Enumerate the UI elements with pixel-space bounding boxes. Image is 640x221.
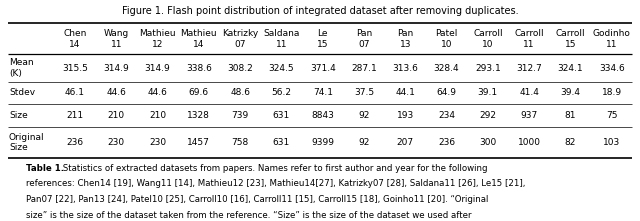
Text: 18.9: 18.9 [602,88,621,97]
Text: Katrizky
07: Katrizky 07 [222,29,259,49]
Text: 46.1: 46.1 [65,88,85,97]
Text: 82: 82 [564,138,576,147]
Text: Figure 1. Flash point distribution of integrated dataset after removing duplicat: Figure 1. Flash point distribution of in… [122,6,518,15]
Text: 300: 300 [479,138,497,147]
Text: 315.5: 315.5 [62,63,88,72]
Text: 44.6: 44.6 [148,88,168,97]
Text: 41.4: 41.4 [519,88,539,97]
Text: Pan
13: Pan 13 [397,29,413,49]
Text: 313.6: 313.6 [392,63,418,72]
Text: Patel
10: Patel 10 [435,29,458,49]
Text: 324.5: 324.5 [269,63,294,72]
Text: 631: 631 [273,138,290,147]
Text: 758: 758 [232,138,249,147]
Text: 210: 210 [108,111,125,120]
Text: 1457: 1457 [188,138,211,147]
Text: 1000: 1000 [518,138,541,147]
Text: 74.1: 74.1 [313,88,333,97]
Text: 937: 937 [520,111,538,120]
Text: 292: 292 [479,111,497,120]
Text: Saldana
11: Saldana 11 [263,29,300,49]
Text: 236: 236 [438,138,455,147]
Text: 92: 92 [358,111,370,120]
Text: 210: 210 [149,111,166,120]
Text: 287.1: 287.1 [351,63,377,72]
Text: Size: Size [9,111,28,120]
Text: 328.4: 328.4 [434,63,460,72]
Text: Carroll
15: Carroll 15 [556,29,585,49]
Text: 334.6: 334.6 [599,63,625,72]
Text: 48.6: 48.6 [230,88,250,97]
Text: 56.2: 56.2 [271,88,291,97]
Text: 103: 103 [603,138,620,147]
Text: 207: 207 [397,138,414,147]
Text: Godinho
11: Godinho 11 [593,29,630,49]
Text: 312.7: 312.7 [516,63,542,72]
Text: Carroll
11: Carroll 11 [515,29,544,49]
Text: Chen
14: Chen 14 [63,29,87,49]
Text: 92: 92 [358,138,370,147]
Text: Original
Size: Original Size [9,133,45,152]
Text: 1328: 1328 [188,111,211,120]
Text: 293.1: 293.1 [475,63,500,72]
Text: Stdev: Stdev [9,88,35,97]
Text: 193: 193 [397,111,414,120]
Text: Pan
07: Pan 07 [356,29,372,49]
Text: Statistics of extracted datasets from papers. Names refer to first author and ye: Statistics of extracted datasets from pa… [60,164,487,173]
Text: Wang
11: Wang 11 [104,29,129,49]
Text: 69.6: 69.6 [189,88,209,97]
Text: 631: 631 [273,111,290,120]
Text: size” is the size of the dataset taken from the reference. “Size” is the size of: size” is the size of the dataset taken f… [26,211,471,220]
Text: Mathieu
12: Mathieu 12 [140,29,176,49]
Text: 230: 230 [149,138,166,147]
Text: 44.6: 44.6 [106,88,126,97]
Text: Mathieu
14: Mathieu 14 [180,29,217,49]
Text: 234: 234 [438,111,455,120]
Text: 37.5: 37.5 [354,88,374,97]
Text: 338.6: 338.6 [186,63,212,72]
Text: Carroll
10: Carroll 10 [473,29,502,49]
Text: 236: 236 [67,138,84,147]
Text: 739: 739 [232,111,249,120]
Text: 39.4: 39.4 [561,88,580,97]
Text: Table 1.: Table 1. [26,164,64,173]
Text: 314.9: 314.9 [104,63,129,72]
Text: Le
15: Le 15 [317,29,328,49]
Text: 75: 75 [606,111,618,120]
Text: 308.2: 308.2 [227,63,253,72]
Text: 9399: 9399 [311,138,334,147]
Text: 371.4: 371.4 [310,63,335,72]
Text: 230: 230 [108,138,125,147]
Text: 39.1: 39.1 [478,88,498,97]
Text: Mean
(K): Mean (K) [9,58,33,78]
Text: references: Chen14 [19], Wang11 [14], Mathieu12 [23], Mathieu14[27], Katrizky07 : references: Chen14 [19], Wang11 [14], Ma… [26,179,525,189]
Text: 64.9: 64.9 [436,88,456,97]
Text: 8843: 8843 [311,111,334,120]
Text: 211: 211 [67,111,84,120]
Text: Pan07 [22], Pan13 [24], Patel10 [25], Carroll10 [16], Carroll11 [15], Carroll15 : Pan07 [22], Pan13 [24], Patel10 [25], Ca… [26,195,488,204]
Text: 314.9: 314.9 [145,63,170,72]
Text: 44.1: 44.1 [396,88,415,97]
Text: 324.1: 324.1 [557,63,583,72]
Text: 81: 81 [564,111,576,120]
